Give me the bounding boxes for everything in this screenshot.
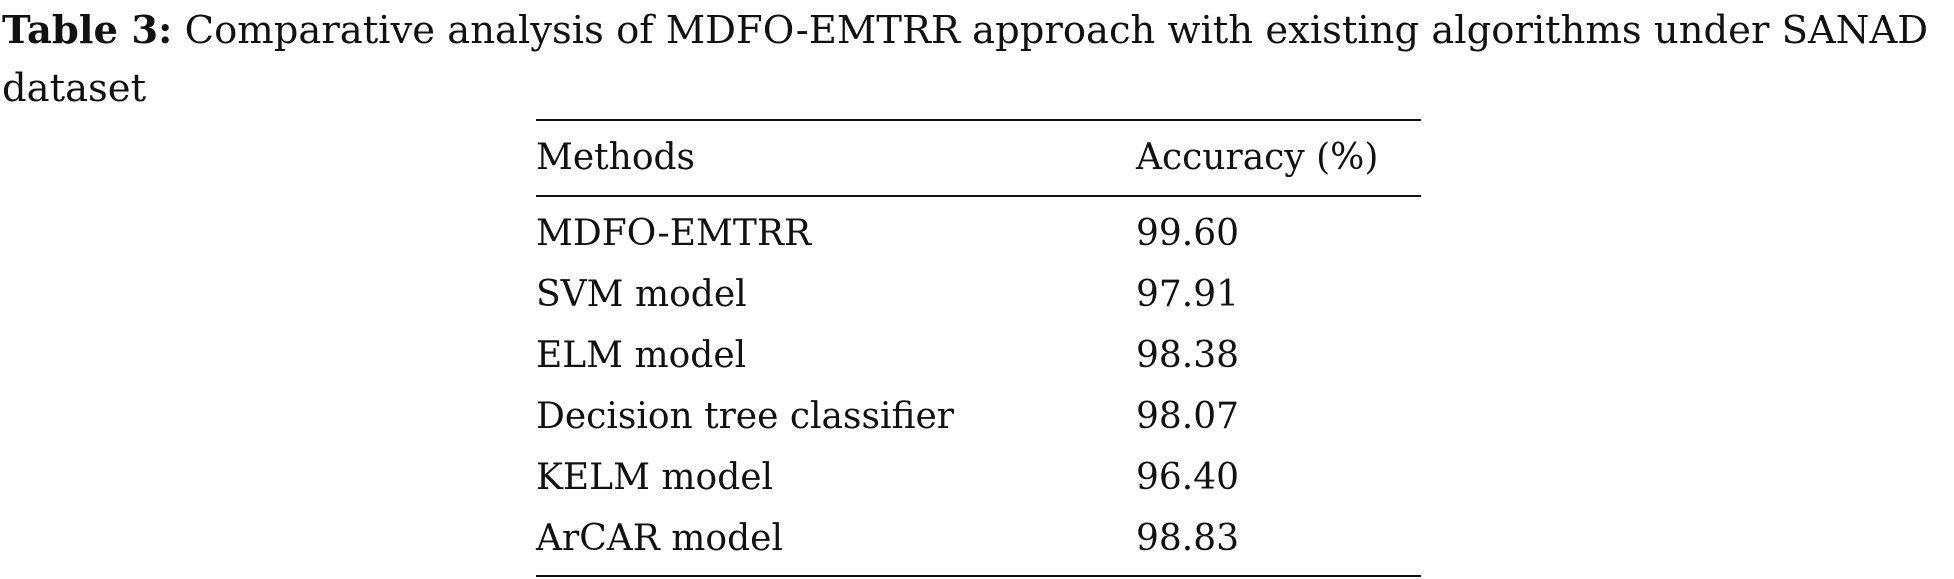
caption-text: Comparative analysis of MDFO-EMTRR appro… xyxy=(2,8,1929,111)
accuracy-cell: 96.40 xyxy=(1136,457,1240,498)
header-rule xyxy=(536,195,1421,197)
method-cell: SVM model xyxy=(536,274,747,315)
accuracy-cell: 98.07 xyxy=(1136,396,1240,437)
accuracy-cell: 98.83 xyxy=(1136,518,1240,559)
accuracy-cell: 98.38 xyxy=(1136,335,1240,376)
method-cell: Decision tree classifier xyxy=(536,396,954,437)
top-rule xyxy=(536,119,1421,121)
header-cell: Accuracy (%) xyxy=(1136,137,1379,178)
method-cell: ELM model xyxy=(536,335,747,376)
bottom-rule xyxy=(536,575,1421,577)
caption-label: Table 3: xyxy=(2,8,173,53)
method-cell: MDFO-EMTRR xyxy=(536,213,812,254)
method-cell: KELM model xyxy=(536,457,774,498)
accuracy-cell: 97.91 xyxy=(1136,274,1240,315)
header-cell: Methods xyxy=(536,137,696,178)
caption: Table 3: Comparative analysis of MDFO-EM… xyxy=(2,2,1952,118)
method-cell: ArCAR model xyxy=(536,518,783,559)
accuracy-cell: 99.60 xyxy=(1136,213,1240,254)
